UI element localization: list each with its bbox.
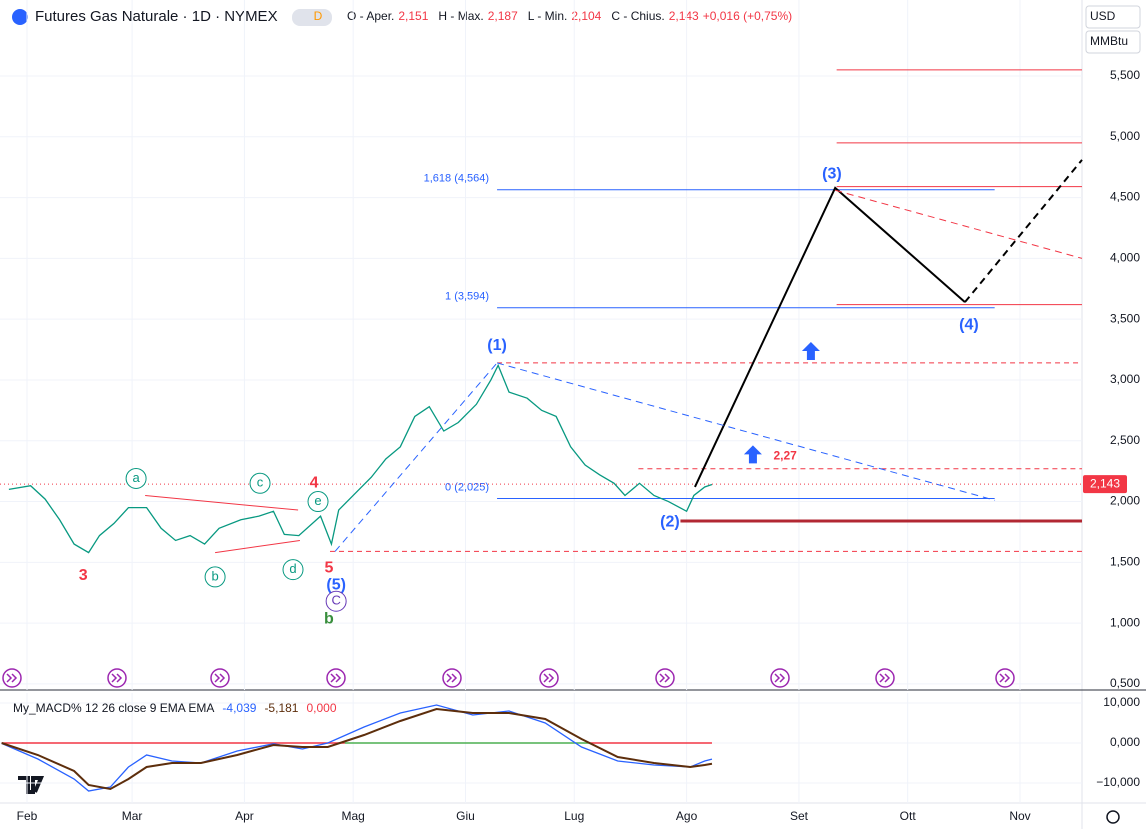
event-icon-glyph	[659, 673, 671, 683]
event-icon-glyph	[879, 673, 891, 683]
annotation-circle	[325, 590, 347, 612]
y-tick-label: 10,000	[1103, 695, 1140, 709]
ohlc-name: L - Min.	[528, 9, 568, 23]
drawing-line	[334, 362, 498, 552]
y-tick-label: 3,000	[1110, 372, 1140, 386]
x-tick-label: Mar	[122, 809, 143, 823]
y-tick-label: 1,000	[1110, 615, 1140, 629]
indicator-title: My_MACD% 12 26 close 9 EMA EMA	[13, 701, 214, 715]
price-tag	[1083, 475, 1127, 494]
unit[interactable]: MMBtu	[1090, 34, 1128, 48]
ohlc-value: 2,104	[571, 9, 601, 23]
change: +0,016 (+0,75%)	[703, 9, 792, 23]
y-tick-label: 4,000	[1110, 251, 1140, 265]
x-tick-label: Lug	[564, 809, 584, 823]
y-tick-label: 3,500	[1110, 311, 1140, 325]
fib-label: 1,618 (4,564)	[424, 173, 489, 185]
indicator-value: -4,039	[222, 701, 256, 715]
wave-label: d	[289, 561, 296, 576]
wave-label: (3)	[822, 166, 842, 183]
wave-label: a	[132, 470, 140, 485]
series-line	[1, 707, 713, 791]
symbol-icon	[12, 9, 28, 25]
badge: D	[314, 9, 323, 23]
x-tick-label: Feb	[17, 809, 38, 823]
event-icon-glyph	[330, 673, 342, 683]
settings-icon[interactable]	[1106, 810, 1120, 824]
event-icon-glyph	[6, 673, 18, 683]
wave-label: 3	[79, 567, 88, 584]
event-icon-glyph	[774, 673, 786, 683]
drawing-line	[215, 539, 300, 554]
fib-label: 1 (3,594)	[445, 291, 489, 303]
currency[interactable]: USD	[1090, 9, 1116, 23]
event-icon-glyph	[111, 673, 123, 683]
ohlc-name: H - Max.	[438, 9, 483, 23]
event-icon-glyph	[543, 673, 555, 683]
y-tick-label: 2,500	[1110, 433, 1140, 447]
x-tick-label: Giu	[456, 809, 475, 823]
wave-label: 2,27	[773, 449, 797, 463]
event-icon-glyph	[214, 673, 226, 683]
y-tick-label: 0,500	[1110, 676, 1140, 690]
y-tick-label: 0,000	[1110, 735, 1140, 749]
x-tick-label: Nov	[1009, 809, 1030, 823]
wave-label: 5	[324, 560, 333, 577]
ohlc-value: 2,151	[398, 9, 428, 23]
wave-label: c	[257, 475, 264, 490]
indicator-value: -5,181	[264, 701, 298, 715]
x-tick-label: Mag	[342, 809, 365, 823]
indicator-value: 0,000	[306, 701, 336, 715]
x-tick-label: Apr	[235, 809, 254, 823]
ohlc-name: O - Aper.	[347, 9, 394, 23]
series-line	[1, 704, 713, 792]
y-tick-label: 4,500	[1110, 190, 1140, 204]
x-tick-label: Ago	[676, 809, 698, 823]
drawing-line	[694, 186, 966, 488]
annotation-circle	[282, 559, 304, 581]
wave-label: e	[314, 493, 321, 508]
logo[interactable]	[18, 776, 45, 794]
wave-label: (5)	[326, 577, 346, 594]
fib-label: 0 (2,025)	[445, 481, 489, 493]
drawing-line	[964, 159, 1083, 303]
arrow-up	[743, 445, 762, 464]
x-tick-label: Ott	[900, 809, 917, 823]
drawing-line	[145, 494, 299, 511]
series-line	[8, 363, 713, 554]
ohlc-name: C - Chius.	[611, 9, 664, 23]
y-tick-label: 5,500	[1110, 68, 1140, 82]
wave-label: (2)	[660, 513, 680, 530]
annotation-circle	[204, 566, 226, 588]
symbol-title: Futures Gas Naturale · 1D · NYMEX	[35, 8, 278, 25]
price-tag-label: 2,143	[1090, 476, 1120, 490]
y-tick-label: −10,000	[1096, 775, 1140, 789]
wave-label: (4)	[959, 316, 979, 333]
drawing-line	[496, 362, 996, 501]
wave-label: C	[331, 593, 340, 608]
event-icon-glyph	[446, 673, 458, 683]
y-tick-label: 1,500	[1110, 555, 1140, 569]
wave-label: 4	[310, 475, 319, 492]
annotation-circle	[249, 472, 271, 494]
arrow-up	[801, 341, 820, 360]
ohlc-value: 2,187	[488, 9, 518, 23]
annotation-circle	[307, 491, 329, 513]
wave-label: b	[211, 568, 218, 583]
ohlc-value: 2,143	[669, 9, 699, 23]
currency-box[interactable]	[1085, 5, 1141, 29]
y-tick-label: 2,000	[1110, 494, 1140, 508]
badge-box	[292, 9, 332, 26]
wave-label: (1)	[487, 337, 507, 354]
x-tick-label: Set	[790, 809, 809, 823]
y-tick-label: 5,000	[1110, 129, 1140, 143]
drawing-line	[835, 189, 1083, 259]
wave-label: b	[324, 611, 334, 628]
annotation-circle	[125, 467, 147, 489]
event-icon-glyph	[999, 673, 1011, 683]
unit-box[interactable]	[1085, 30, 1141, 54]
